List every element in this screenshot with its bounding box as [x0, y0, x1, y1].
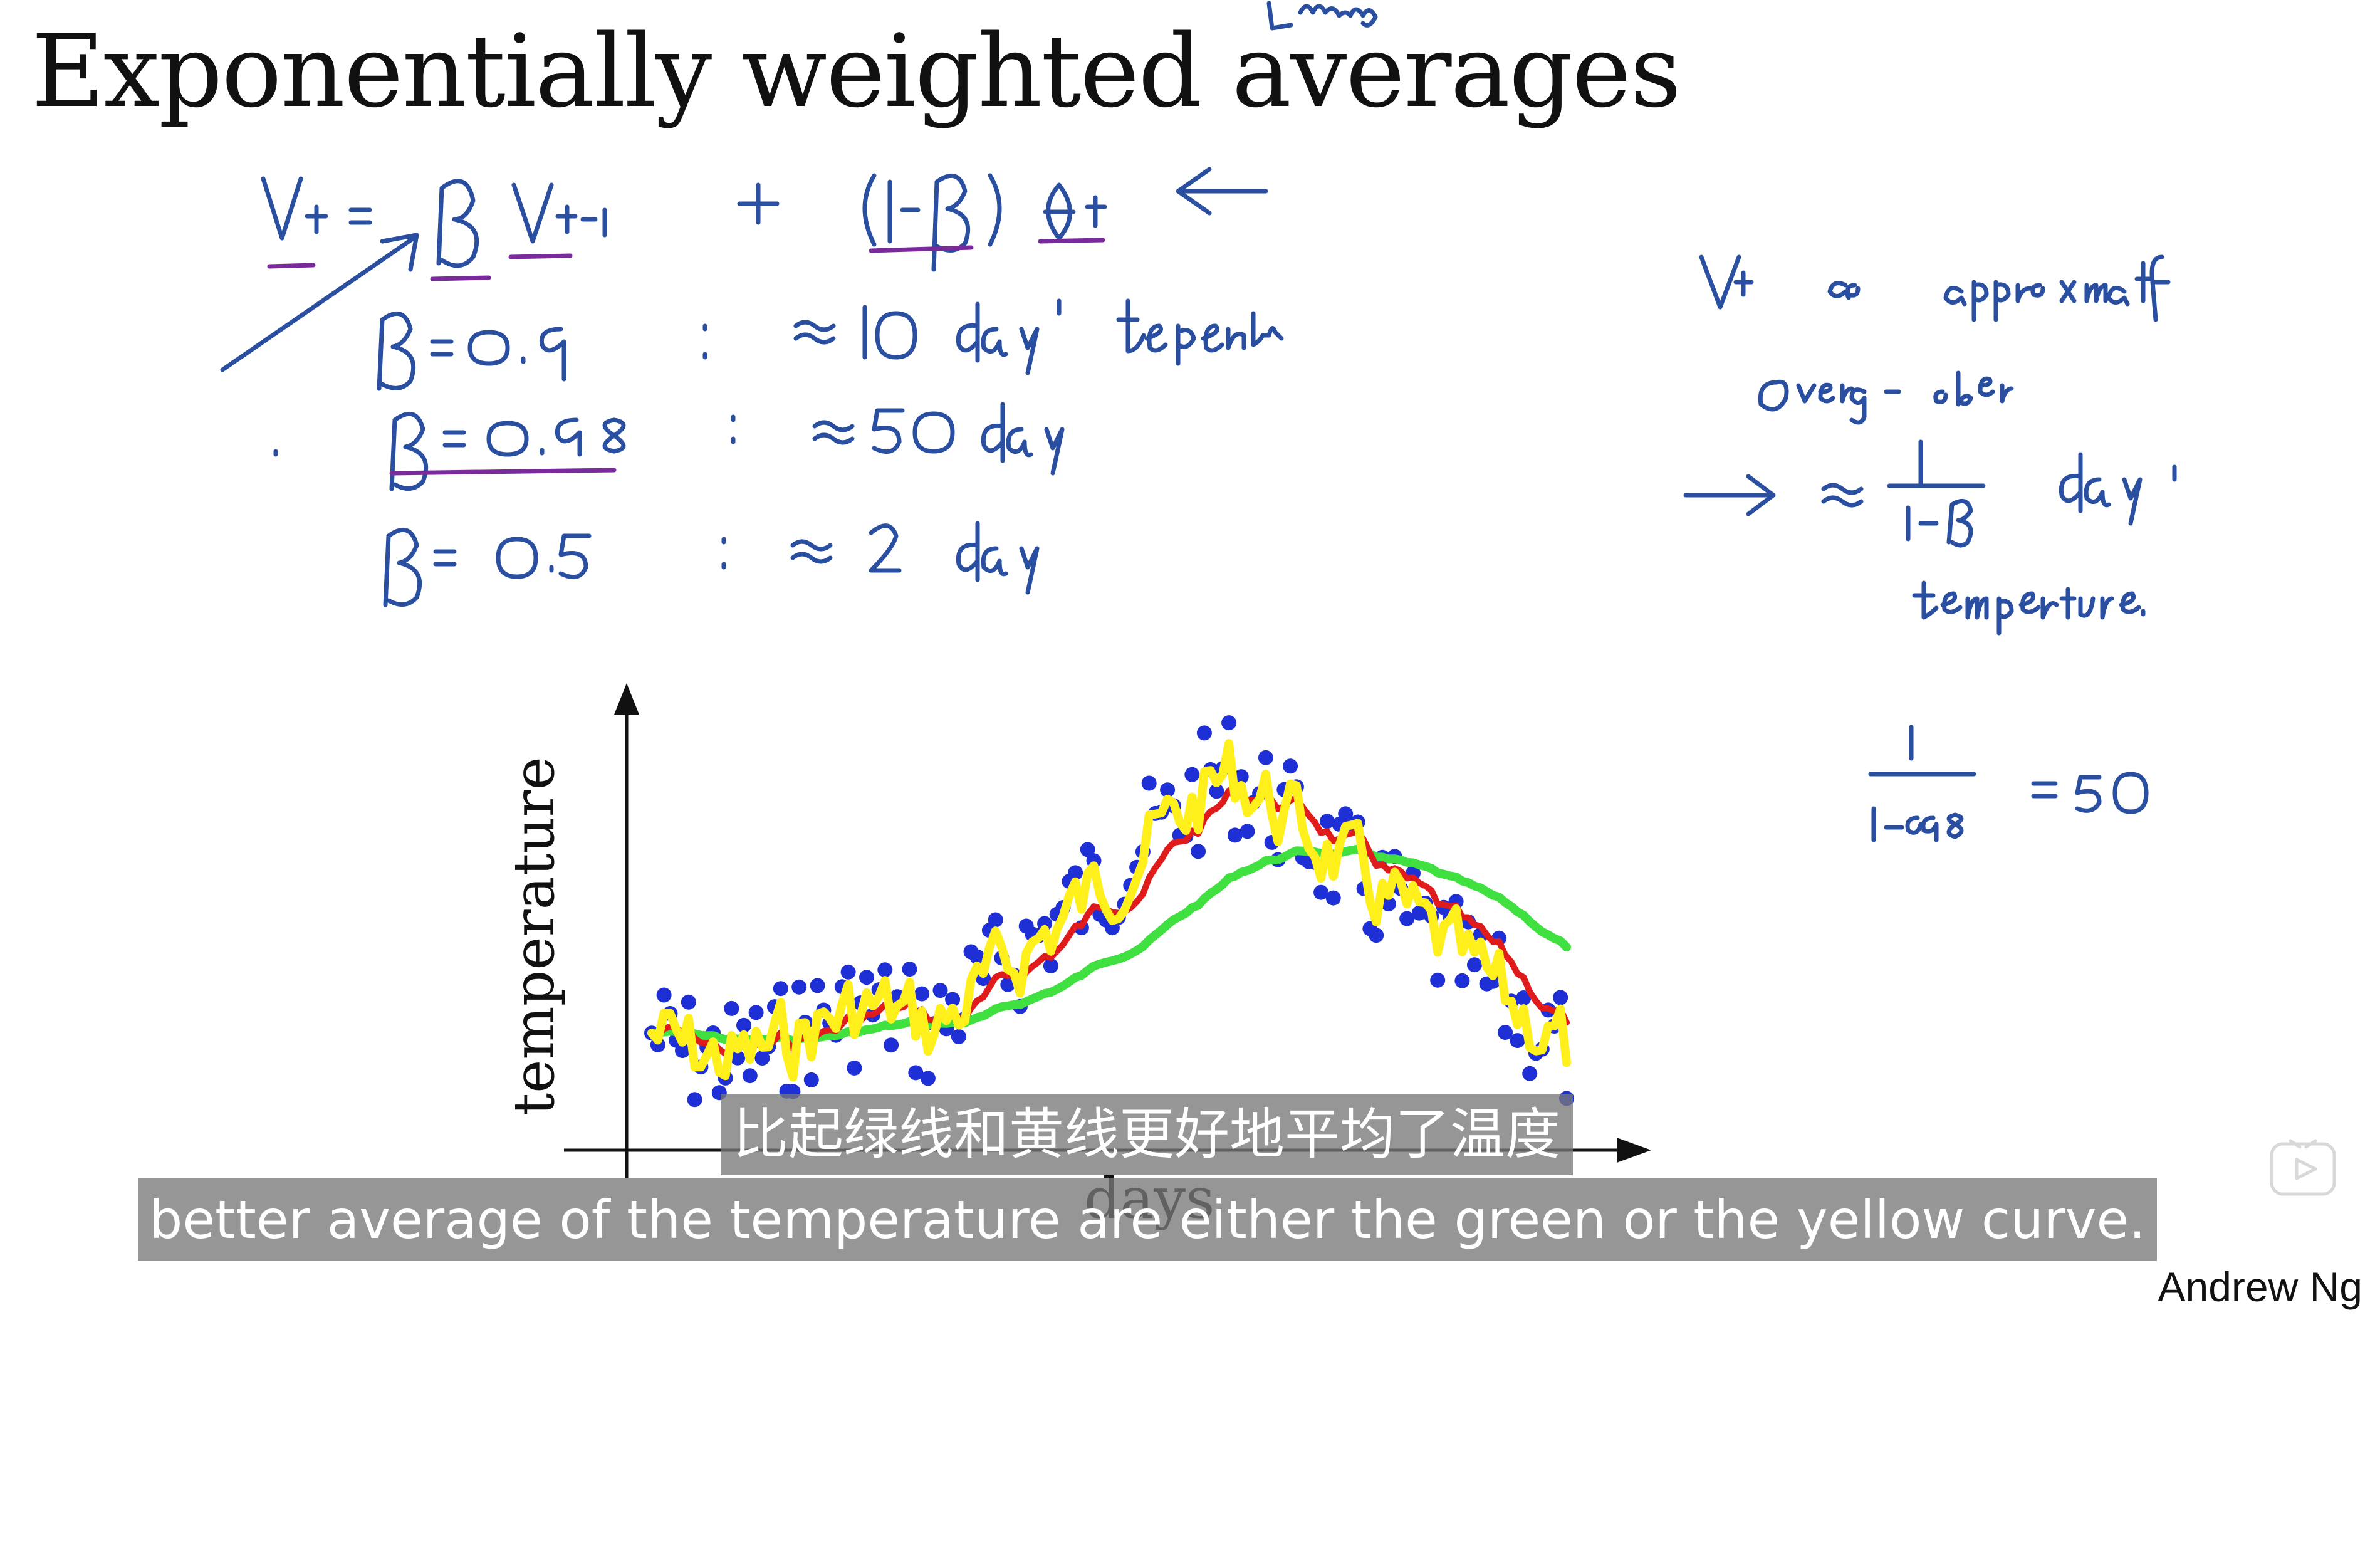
- data-point: [724, 1000, 739, 1016]
- data-point: [1498, 1025, 1513, 1040]
- data-point: [1467, 957, 1482, 973]
- data-point: [1283, 758, 1298, 774]
- subtitle-chinese: 比起绿线和黄线更好地平均了温度: [721, 1094, 1574, 1175]
- data-point: [687, 1092, 702, 1108]
- data-point: [1325, 890, 1341, 906]
- green-curve: [647, 844, 1571, 1046]
- data-point: [1068, 865, 1083, 881]
- data-point: [1399, 911, 1415, 926]
- yellow-curve: [647, 739, 1571, 1082]
- data-point: [754, 1051, 770, 1066]
- data-point: [730, 1050, 746, 1066]
- x-axis-arrow: [1617, 1138, 1651, 1163]
- data-point: [1454, 973, 1470, 988]
- temperature-plot: [564, 683, 1651, 1178]
- data-point: [932, 983, 948, 998]
- data-point: [675, 1043, 690, 1059]
- data-point: [791, 979, 807, 995]
- data-point: [742, 1068, 758, 1084]
- data-point: [1313, 884, 1329, 900]
- data-point: [1141, 775, 1157, 791]
- data-point: [1221, 715, 1237, 731]
- data-point: [656, 987, 672, 1003]
- data-point: [988, 912, 1003, 928]
- play-icon[interactable]: [2268, 1135, 2337, 1197]
- data-point: [1381, 896, 1396, 912]
- data-point: [1080, 842, 1095, 857]
- data-point: [1258, 750, 1273, 765]
- subtitle-english: better average of the temperature are ei…: [138, 1178, 2157, 1261]
- data-point: [1240, 824, 1255, 839]
- data-point: [1227, 827, 1243, 843]
- slide-title: Exponentially weighted averages: [31, 13, 1681, 130]
- data-point: [1510, 1033, 1525, 1049]
- data-point: [1553, 990, 1568, 1005]
- data-point: [1430, 972, 1446, 988]
- data-point: [681, 994, 696, 1010]
- y-axis-label: temperature: [501, 757, 567, 1116]
- data-point: [859, 970, 874, 985]
- data-point: [803, 1072, 819, 1087]
- note-moving: [1266, 1, 1378, 31]
- data-point: [884, 1037, 899, 1053]
- data-point: [908, 1065, 924, 1081]
- data-point: [951, 1029, 966, 1044]
- data-point: [945, 992, 961, 1007]
- y-axis-arrow: [614, 683, 639, 715]
- data-point: [1043, 958, 1058, 973]
- data-point: [877, 962, 893, 978]
- data-point: [914, 986, 930, 1002]
- data-point: [736, 1017, 751, 1033]
- data-point: [1516, 990, 1532, 1005]
- data-point: [1196, 725, 1212, 741]
- data-point: [969, 949, 985, 965]
- data-point: [773, 981, 788, 997]
- data-point: [1184, 767, 1200, 782]
- data-point: [1160, 782, 1176, 798]
- data-point: [847, 1060, 862, 1076]
- data-point: [840, 964, 856, 980]
- data-point: [1209, 784, 1224, 799]
- calc-note: [1868, 725, 2149, 842]
- data-point: [920, 1071, 936, 1086]
- author-name: Andrew Ng: [2158, 1264, 2363, 1310]
- data-point: [748, 1005, 764, 1020]
- data-point: [1191, 844, 1206, 859]
- data-point: [902, 962, 917, 977]
- data-point: [1522, 1066, 1538, 1081]
- data-point: [1319, 814, 1335, 829]
- data-point: [1369, 928, 1384, 943]
- handwritten-notes: [220, 1, 2177, 636]
- data-point: [810, 978, 825, 993]
